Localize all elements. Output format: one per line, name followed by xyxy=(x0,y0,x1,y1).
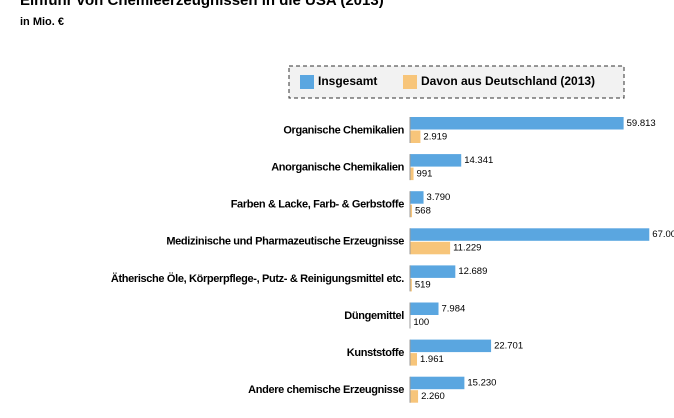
category-label: Organische Chemikalien xyxy=(283,124,404,136)
bar xyxy=(410,278,412,292)
bar xyxy=(410,265,456,278)
bar xyxy=(410,353,418,366)
chart-title: Einfuhr von Chemieerzeugnissen in die US… xyxy=(20,0,384,9)
bar xyxy=(410,130,421,143)
legend-label: Davon aus Deutschland (2013) xyxy=(421,74,595,88)
chart-subtitle: in Mio. € xyxy=(20,16,64,28)
category-label: Medizinische und Pharmazeutische Erzeugn… xyxy=(166,236,404,248)
legend-swatch xyxy=(403,75,417,89)
legend-label: Insgesamt xyxy=(318,74,377,88)
value-label: 991 xyxy=(417,168,433,179)
value-label: 2.919 xyxy=(423,131,447,142)
bar xyxy=(410,241,451,255)
category-label: Kunststoffe xyxy=(347,347,404,359)
bar xyxy=(410,302,439,315)
value-label: 59.813 xyxy=(627,118,656,129)
bar xyxy=(410,376,465,390)
value-label: 22.701 xyxy=(494,340,523,351)
bar xyxy=(410,167,414,181)
bar xyxy=(410,154,462,167)
category-label: Ätherische Öle, Körperpflege-, Putz- & R… xyxy=(111,272,404,285)
bar xyxy=(410,117,624,130)
value-label: 67.000 xyxy=(652,229,674,240)
value-label: 3.790 xyxy=(427,192,451,203)
value-label: 1.961 xyxy=(420,354,444,365)
category-label: Andere chemische Erzeugnisse xyxy=(248,384,404,396)
bar xyxy=(410,228,650,241)
value-label: 519 xyxy=(415,280,431,291)
value-label: 15.230 xyxy=(467,377,496,388)
category-label: Anorganische Chemikalien xyxy=(271,162,404,174)
value-label: 2.260 xyxy=(421,391,445,402)
bar xyxy=(410,390,419,403)
value-label: 12.689 xyxy=(458,266,487,277)
bar xyxy=(410,204,413,218)
legend-box xyxy=(288,65,625,99)
bar xyxy=(410,339,492,353)
legend-swatch xyxy=(300,75,314,89)
value-label: 7.984 xyxy=(442,303,466,314)
value-label: 14.341 xyxy=(464,155,493,166)
category-label: Düngemittel xyxy=(344,310,404,322)
bar xyxy=(410,191,424,204)
value-label: 11.229 xyxy=(453,243,481,254)
value-label: 568 xyxy=(415,205,431,216)
category-label: Farben & Lacke, Farb- & Gerbstoffe xyxy=(231,199,405,211)
value-label: 100 xyxy=(413,317,429,328)
